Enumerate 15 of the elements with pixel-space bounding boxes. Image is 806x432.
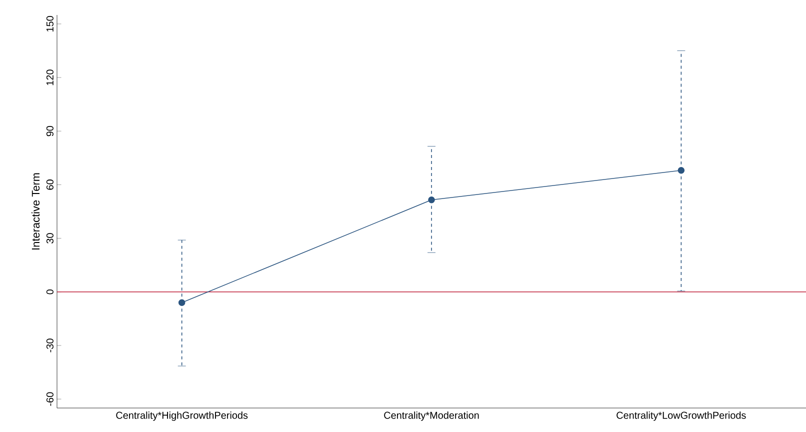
x-tick-label: Centrality*LowGrowthPeriods: [616, 412, 746, 421]
y-tick-label: -60: [46, 392, 54, 406]
y-tick-label: 60: [46, 180, 54, 190]
y-tick-label: -30: [46, 338, 54, 352]
y-tick-label: 30: [46, 233, 54, 244]
point: [178, 299, 186, 306]
y-tick-label: 0: [46, 290, 54, 294]
y-tick-label: 120: [46, 70, 54, 86]
point: [678, 167, 685, 174]
x-tick-label: Centrality*HighGrowthPeriods: [116, 412, 248, 421]
point: [428, 196, 435, 204]
y-axis-title: Interactive Term: [32, 173, 40, 250]
y-tick-label: 150: [46, 16, 54, 32]
x-tick-label: Centrality*Moderation: [384, 412, 479, 421]
y-tick-label: 90: [46, 126, 54, 136]
